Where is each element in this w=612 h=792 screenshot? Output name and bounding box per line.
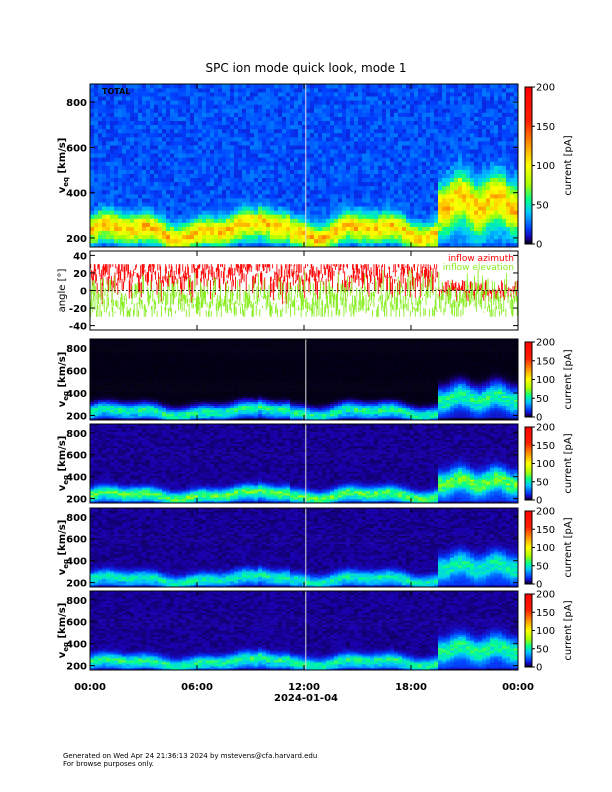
colorbar-tick-label: 0: [536, 580, 542, 591]
y-axis-label: angle [°]: [57, 269, 68, 313]
series-inflow-azimuth: [89, 264, 518, 305]
colorbar-tick-label: 150: [536, 525, 555, 536]
y-tick-label: 200: [66, 579, 87, 590]
colorbar-tick-label: 150: [536, 356, 555, 367]
y-tick-label: 600: [66, 451, 87, 462]
colorbar-label: current [pA]: [563, 433, 574, 493]
colorbar-tick-label: 0: [536, 496, 542, 507]
colorbar-tick-label: 50: [536, 561, 549, 572]
colorbar-tick-label: 50: [536, 200, 549, 211]
colorbar-tick-label: 200: [536, 590, 555, 601]
colorbar-tick-label: 50: [536, 477, 549, 488]
colorbar-tick-label: 100: [536, 161, 555, 172]
colorbar-1: 0 50 100 150 200 current [pA]: [524, 83, 574, 251]
colorbar-tick-label: 100: [536, 626, 555, 637]
y-tick-label: 600: [66, 535, 87, 546]
y-tick-label: 600: [66, 367, 87, 378]
series-inflow-elevation: [89, 269, 518, 317]
x-tick-label: 00:00: [74, 682, 106, 693]
y-tick-label: 600: [66, 618, 87, 629]
y-axis-label: veq [km/s]: [57, 138, 70, 194]
date-label: 2024-01-04: [274, 693, 338, 704]
colorbar-tick-label: 0: [536, 663, 542, 674]
colorbar-tick-label: 100: [536, 459, 555, 470]
colorbar-tick-label: 200: [536, 83, 555, 94]
y-tick-label: 800: [66, 98, 87, 109]
colorbar-tick-label: 200: [536, 507, 555, 518]
colorbar-label: current [pA]: [563, 517, 574, 577]
y-tick-label: 200: [66, 662, 87, 673]
y-tick-label: 600: [66, 143, 87, 154]
x-tick-label: 06:00: [181, 682, 213, 693]
legend-entry: inflow azimuth: [448, 254, 514, 264]
colorbar-5: 0 50 100 150 200 current [pA]: [524, 507, 574, 591]
colorbar-tick-label: 50: [536, 394, 549, 405]
y-axis-label: veq [km/s]: [57, 603, 70, 659]
y-tick-label: 0: [80, 287, 87, 298]
colorbar-tick-label: 150: [536, 608, 555, 619]
colorbar-tick-label: 50: [536, 644, 549, 655]
x-tick-label: 18:00: [395, 682, 427, 693]
x-tick-label: 00:00: [502, 682, 534, 693]
colorbar-label: current [pA]: [563, 135, 574, 195]
colorbar-label: current [pA]: [563, 600, 574, 660]
y-tick-label: 200: [66, 495, 87, 506]
footer-generated: Generated on Wed Apr 24 21:36:13 2024 by…: [63, 752, 317, 760]
colorbar-tick-label: 100: [536, 375, 555, 386]
colorbar-tick-label: 200: [536, 423, 555, 434]
legend-entry: inflow elevation: [443, 263, 514, 273]
colorbar-tick-label: 0: [536, 413, 542, 424]
y-tick-label: 800: [66, 429, 87, 440]
y-axis-label: veq [km/s]: [57, 520, 70, 576]
y-tick-label: 800: [66, 513, 87, 524]
y-tick-label: 800: [66, 344, 87, 355]
y-tick-label: 400: [66, 389, 87, 400]
colorbar-4: 0 50 100 150 200 current [pA]: [524, 423, 574, 507]
y-tick-label: 400: [66, 640, 87, 651]
y-tick-label: 400: [66, 189, 87, 200]
y-tick-label: 20: [73, 269, 87, 280]
y-axis-label: veq [km/s]: [57, 436, 70, 492]
y-tick-label: -20: [69, 304, 87, 315]
y-tick-label: 400: [66, 473, 87, 484]
colorbar-tick-label: 150: [536, 441, 555, 452]
colorbar-3: 0 50 100 150 200 current [pA]: [524, 338, 574, 424]
figure-title: SPC ion mode quick look, mode 1: [206, 61, 407, 75]
time-axis: 00:00 06:00 12:00 18:00 00:00: [74, 84, 534, 693]
y-axis-label: veq [km/s]: [57, 352, 70, 408]
colorbar-6: 0 50 100 150 200 current [pA]: [524, 590, 574, 674]
spectrogram-panel-1: 200 400 600 800 TOTAL veq [km/s]: [57, 83, 519, 248]
y-tick-label: 40: [73, 251, 87, 262]
y-tick-label: 400: [66, 557, 87, 568]
panel-label: TOTAL: [102, 87, 130, 96]
colorbar-tick-label: 150: [536, 122, 555, 133]
colorbar-tick-label: 100: [536, 543, 555, 554]
colorbar-label: current [pA]: [563, 349, 574, 409]
y-tick-label: -40: [69, 322, 87, 333]
y-tick-label: 800: [66, 596, 87, 607]
colorbar-tick-label: 200: [536, 338, 555, 349]
y-tick-label: 200: [66, 234, 87, 245]
footer-browse-note: For browse purposes only.: [63, 760, 317, 768]
y-tick-label: 200: [66, 412, 87, 423]
x-tick-label: 12:00: [288, 682, 320, 693]
colorbar-tick-label: 0: [536, 240, 542, 251]
